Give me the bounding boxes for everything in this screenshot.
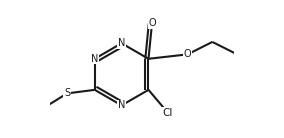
- Text: N: N: [118, 100, 125, 110]
- Text: O: O: [184, 49, 191, 59]
- Text: Cl: Cl: [163, 108, 173, 118]
- Text: N: N: [91, 54, 98, 64]
- Text: N: N: [118, 38, 125, 48]
- Text: S: S: [64, 88, 70, 98]
- Text: O: O: [148, 18, 156, 28]
